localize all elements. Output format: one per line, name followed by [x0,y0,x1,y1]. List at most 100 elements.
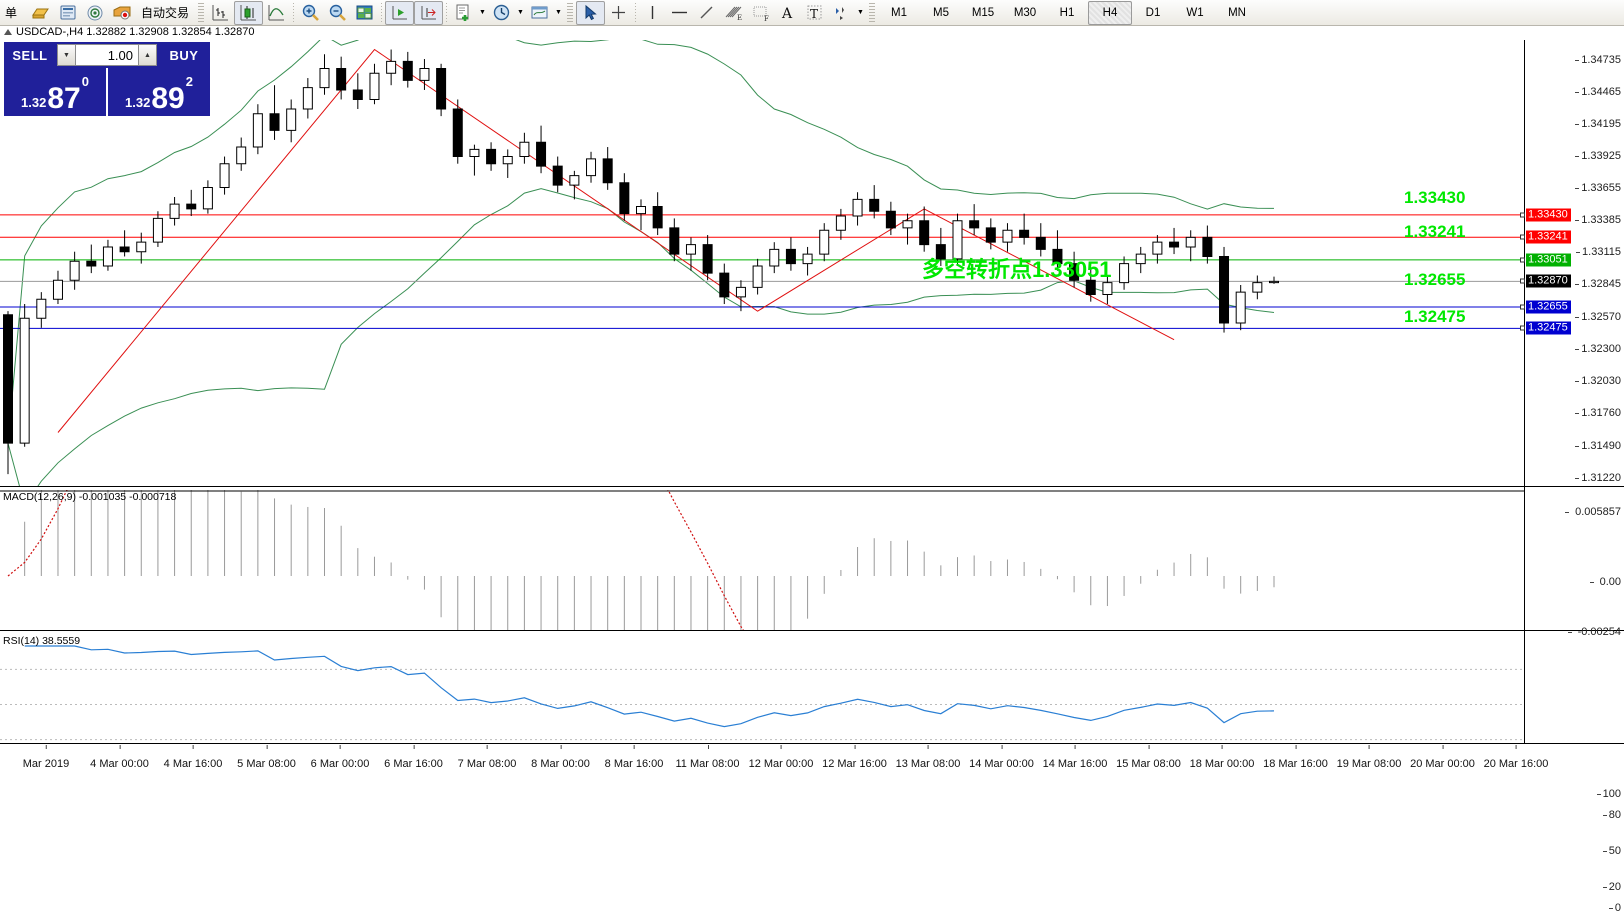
rsi-tick: 80 [1602,809,1621,821]
templates-dropdown-icon[interactable]: ▼ [555,9,562,16]
timeframe-h1[interactable]: H1 [1059,6,1075,19]
volume-decrease-icon[interactable]: ▼ [57,44,76,66]
period-dropdown-icon[interactable]: ▼ [517,9,524,16]
timeframe-w1[interactable]: W1 [1186,6,1204,19]
time-tick: 20 Mar 16:00 [1483,745,1549,770]
price-badge[interactable]: 1.32655 [1520,300,1571,314]
autotrading-icon[interactable] [108,1,135,25]
timeframe-h4[interactable]: H4 [1088,0,1133,25]
symbol-ohlc-text: USDCAD-,H4 1.32882 1.32908 1.32854 1.328… [16,26,255,38]
timeframe-m30[interactable]: M30 [1013,6,1037,19]
market-watch-icon[interactable] [54,1,81,25]
price-badge[interactable]: 1.32870 [1520,274,1571,288]
annotation-1-32655: 1.32655 [1404,270,1466,289]
candlestick-chart-icon[interactable] [234,0,264,25]
channel-icon[interactable]: F [747,1,774,25]
volume-input[interactable]: 1.00 [76,44,138,66]
gold-bar-icon[interactable] [27,1,54,25]
autotrading-label[interactable]: 自动交易 [141,6,190,20]
timeframe-mn[interactable]: MN [1228,6,1246,19]
buy-button[interactable]: BUY [169,47,199,63]
price-scale[interactable]: 1.34735 1.34465 1.34195 1.33925 1.33655 1.333… [1520,40,1624,914]
buy-price[interactable]: 1.32 89 2 [106,68,210,116]
zoom-in-icon[interactable] [297,1,324,25]
symbol-info-bar: USDCAD-,H4 1.32882 1.32908 1.32854 1.328… [0,26,255,40]
macd-plot-area[interactable] [0,490,1524,630]
bar-chart-icon[interactable] [207,1,234,25]
price-badge[interactable]: 1.33430 [1520,208,1571,222]
sell-price[interactable]: 1.32 87 0 [4,68,106,116]
crosshair-icon[interactable] [605,1,632,25]
cursor-icon[interactable] [576,0,606,25]
price-badge[interactable]: 1.32475 [1520,321,1571,335]
time-tick: 12 Mar 00:00 [748,745,814,770]
price-tick: 1.31220 [1575,471,1621,484]
rsi-tick: 50 [1602,845,1621,857]
period-icon[interactable] [488,1,515,25]
buy-price-prefix: 1.32 [125,95,151,110]
price-tick: 1.33385 [1575,214,1621,227]
chart-shift-icon[interactable] [385,0,415,25]
menu-icon[interactable]: 单 [0,1,27,25]
shapes-dropdown-icon[interactable]: ▼ [857,9,864,16]
timeframe-d1[interactable]: D1 [1145,6,1161,19]
time-tick: 15 Mar 08:00 [1116,745,1181,770]
price-tick: 1.33115 [1576,246,1621,259]
line-chart-icon[interactable] [263,1,290,25]
price-tick: 1.32300 [1575,343,1621,356]
fibonacci-icon[interactable]: E [720,1,747,25]
navigator-icon[interactable] [81,1,108,25]
time-tick: 19 Mar 08:00 [1336,745,1402,770]
chart-autoscroll-icon[interactable] [414,0,444,25]
macd-label: MACD(12,26,9) -0.001035 -0.000718 [3,491,177,503]
buy-price-sup: 2 [185,74,193,89]
rsi-chart-svg [0,634,1524,769]
tile-windows-icon[interactable] [351,1,378,25]
price-tick: 1.32030 [1575,375,1621,388]
collapse-triangle-icon[interactable] [4,29,12,36]
sell-button[interactable]: SELL [12,47,48,63]
rsi-plot-area[interactable] [0,634,1524,769]
price-badge[interactable]: 1.33051 [1520,253,1571,267]
timeframe-m1[interactable]: M1 [891,6,907,19]
sell-price-sup: 0 [81,74,89,89]
price-tick: 1.32570 [1575,311,1621,324]
new-chart-icon[interactable] [450,1,477,25]
time-tick: 18 Mar 16:00 [1263,745,1328,770]
rsi-tick: 100 [1596,788,1621,800]
timeframe-m15[interactable]: M15 [971,6,995,19]
time-tick: 8 Mar 00:00 [531,745,590,770]
price-badge[interactable]: 1.33241 [1520,230,1571,244]
main-toolbar: 单 自动交易 [0,0,1624,26]
macd-tick: 0.005857 [1565,506,1621,518]
vertical-line-icon[interactable] [639,1,666,25]
macd-tick: -0.00254 [1567,626,1621,638]
svg-text:单: 单 [5,6,17,20]
timeframe-m5[interactable]: M5 [933,6,949,19]
price-tick: 1.34465 [1575,85,1621,98]
chart-window[interactable]: USDCAD-,H4 1.32882 1.32908 1.32854 1.328… [0,26,1624,914]
time-tick: 20 Mar 00:00 [1410,745,1475,770]
volume-stepper[interactable]: ▼ 1.00 ▲ [57,44,157,66]
zoom-out-icon[interactable] [324,1,351,25]
price-tick: 1.34735 [1575,53,1621,66]
time-tick: 14 Mar 16:00 [1042,745,1108,770]
toolbar-sep-3 [446,2,448,23]
time-tick: 18 Mar 00:00 [1189,745,1255,770]
new-chart-dropdown-icon[interactable]: ▼ [479,9,486,16]
one-click-trading-panel[interactable]: SELL ▼ 1.00 ▲ BUY 1.32 87 0 1.32 89 2 [4,42,210,116]
templates-icon[interactable] [526,1,553,25]
volume-increase-icon[interactable]: ▲ [138,44,157,66]
time-axis: Mar 2019 4 Mar 00:00 4 Mar 16:00 5 Mar 08:0… [0,743,1624,776]
price-pane[interactable] [0,40,1624,486]
shapes-icon[interactable] [828,1,855,25]
toolbar-grip-1 [198,2,205,23]
text-icon[interactable]: A [774,1,801,25]
price-tick: 1.33655 [1575,182,1621,195]
horizontal-line-icon[interactable] [666,1,693,25]
label-icon[interactable]: T [801,1,828,25]
trendline-icon[interactable] [693,1,720,25]
time-tick: 6 Mar 16:00 [384,745,443,770]
macd-pane[interactable]: MACD(12,26,9) -0.001035 -0.000718 [0,490,1624,630]
price-plot-area[interactable] [0,40,1524,486]
